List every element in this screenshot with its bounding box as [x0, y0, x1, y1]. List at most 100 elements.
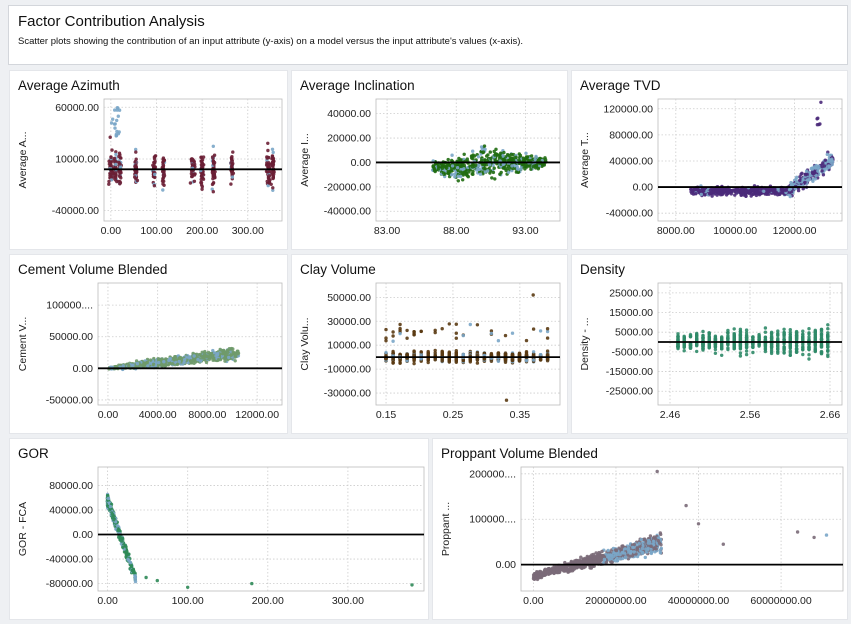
x-tick-label: 300.00 [232, 225, 264, 237]
scatter-point [161, 182, 165, 186]
scatter-point [811, 179, 815, 183]
scatter-point [787, 188, 792, 192]
x-tick-label: 300.00 [332, 595, 364, 607]
scatter-point [117, 169, 121, 173]
scatter-point [720, 338, 724, 342]
scatter-point [188, 181, 193, 185]
scatter-point [488, 163, 492, 167]
scatter-point [769, 351, 774, 356]
scatter-point [486, 169, 490, 173]
scatter-plot-average-tvd[interactable]: 8000.00 10000.00 12000.00120000.0080000.00… [572, 71, 849, 251]
scatter-point [527, 164, 531, 168]
scatter-point [454, 322, 458, 326]
scatter-point [738, 335, 743, 340]
x-tick-label: 200.00 [186, 225, 218, 237]
scatter-point [780, 189, 785, 194]
scatter-point [491, 170, 496, 175]
scatter-point [510, 331, 515, 335]
x-tick-label: 4000.00 [139, 409, 177, 421]
scatter-point [510, 358, 515, 363]
scatter-point [488, 150, 492, 154]
y-tick-label: 120000.00 [603, 103, 653, 115]
chart-panel-cement-volume-blended[interactable]: Cement Volume Blended 0.00 4000.00 8000.00… [9, 254, 289, 435]
scatter-point [788, 345, 792, 350]
y-tick-label: 60000.00 [55, 102, 99, 114]
scatter-point [113, 122, 117, 126]
scatter-point [732, 327, 736, 331]
chart-panel-gor[interactable]: GOR 0.00 100.00 200.00 300.00 80000.00 40000.… [9, 438, 430, 621]
scatter-point [461, 178, 465, 182]
scatter-point [148, 358, 153, 362]
chart-panel-average-inclination[interactable]: Average Inclination 83.00 88.00 93.00 40000… [291, 70, 569, 251]
scatter-point [200, 350, 204, 354]
scatter-point [405, 336, 409, 340]
scatter-point [807, 335, 811, 339]
scatter-point [801, 336, 805, 340]
scatter-point [116, 132, 121, 136]
y-tick-label: 0.00 [496, 559, 517, 571]
scatter-point [196, 357, 200, 362]
chart-panel-density[interactable]: Density 2.46 2.56 2.66 25000.00 15000.00 5000… [571, 254, 849, 435]
scatter-plot-average-azimuth[interactable]: 0.00 100.00 200.00 300.0060000.0010000.00-4… [10, 71, 289, 251]
scatter-point [737, 188, 741, 192]
scatter-point [776, 349, 780, 354]
scatter-point [162, 179, 166, 183]
scatter-point [788, 353, 792, 357]
scatter-point [689, 187, 693, 192]
scatter-point [740, 189, 744, 193]
y-tick-label: 5000.00 [615, 327, 653, 339]
scatter-point [120, 539, 124, 543]
y-tick-label: 40000.00 [609, 155, 653, 167]
scatter-point [231, 347, 235, 351]
scatter-point [118, 162, 122, 166]
scatter-plot-density[interactable]: 2.46 2.56 2.6625000.0015000.005000.00-5000… [572, 255, 849, 435]
scatter-point [433, 348, 437, 353]
scatter-point [231, 350, 235, 354]
scatter-point [462, 167, 466, 171]
scatter-point [162, 169, 166, 174]
scatter-plot-average-inclination[interactable]: 83.00 88.00 93.0040000.0020000.000.00-2000… [292, 71, 569, 251]
scatter-point [446, 157, 450, 162]
scatter-plot-gor[interactable]: 0.00 100.00 200.00 300.0080000.0040000.000.… [10, 439, 430, 621]
scatter-point [475, 353, 480, 358]
scatter-point [826, 336, 830, 340]
scatter-point [271, 156, 275, 160]
scatter-point [133, 175, 137, 179]
scatter-point [492, 166, 496, 170]
scatter-plot-cement-volume-blended[interactable]: 0.00 4000.00 8000.00 12000.00100000....5000… [10, 255, 289, 435]
scatter-point [717, 191, 721, 196]
scatter-point [475, 323, 480, 327]
scatter-point [688, 346, 693, 350]
scatter-plot-clay-volume[interactable]: 0.15 0.25 0.3550000.0030000.0010000.00-100… [292, 255, 569, 435]
scatter-point [271, 188, 275, 192]
scatter-point [447, 322, 451, 326]
scatter-point [744, 331, 749, 335]
scatter-point [799, 172, 803, 176]
chart-panel-proppant-volume-blended[interactable]: Proppant Volume Blended 0.00 20000000.00 4… [432, 438, 849, 621]
scatter-point [510, 353, 515, 357]
scatter-point [454, 336, 458, 340]
scatter-points [689, 100, 835, 199]
chart-panel-average-azimuth[interactable]: Average Azimuth 0.00 100.00 200.00 300.00 60… [9, 70, 289, 251]
scatter-point [503, 358, 508, 362]
scatter-point [419, 329, 423, 333]
scatter-point [412, 353, 416, 357]
scatter-point [108, 504, 113, 509]
chart-panel-clay-volume[interactable]: Clay Volume 0.15 0.25 0.35 50000.00 30000.00… [291, 254, 569, 435]
x-tick-label: 0.15 [376, 409, 397, 421]
chart-panel-average-tvd[interactable]: Average TVD 8000.00 10000.00 12000.00 12000… [571, 70, 849, 251]
scatter-plot-proppant-volume-blended[interactable]: 0.00 20000000.00 40000000.00 60000000.00200… [433, 439, 849, 621]
scatter-point [808, 177, 812, 181]
scatter-point [524, 338, 529, 343]
scatter-point [157, 360, 161, 365]
scatter-point [738, 344, 743, 348]
scatter-point [477, 167, 482, 171]
scatter-point [789, 190, 794, 194]
y-tick-label: 40000.00 [49, 504, 93, 516]
scatter-point [440, 359, 444, 363]
scatter-point [771, 188, 775, 193]
scatter-point [769, 348, 774, 352]
scatter-point [134, 157, 138, 161]
scatter-point [113, 126, 117, 130]
scatter-point [794, 333, 799, 338]
